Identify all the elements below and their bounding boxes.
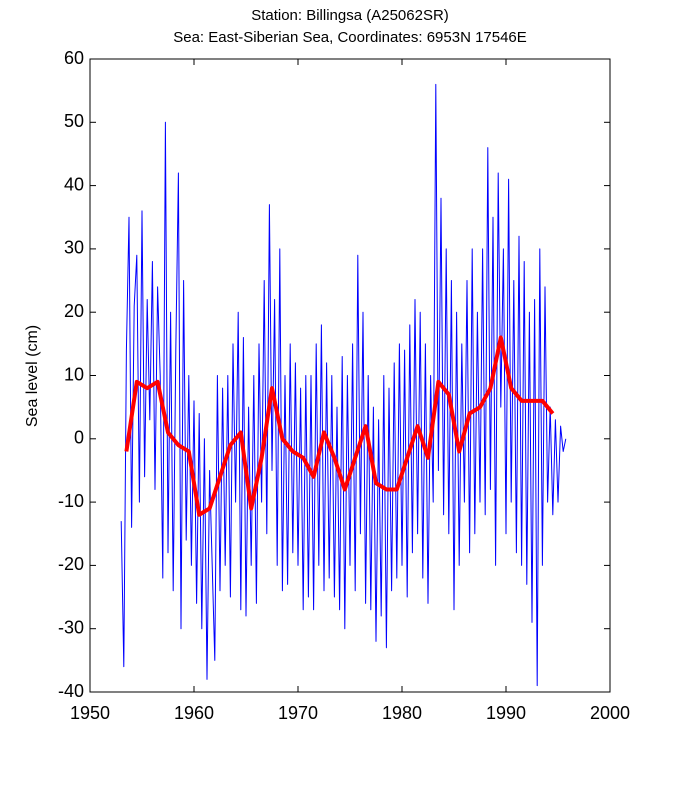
y-tick-label: 10 [64,364,84,384]
y-tick-label: -10 [58,491,84,511]
y-tick-label: 60 [64,48,84,68]
x-tick-label: 2000 [590,703,630,723]
data-line [124,335,555,517]
y-tick-label: -20 [58,554,84,574]
y-tick-label: -30 [58,617,84,637]
chart-subtitle: Sea: East-Siberian Sea, Coordinates: 695… [173,29,527,46]
y-tick-label: 30 [64,238,84,258]
y-tick-label: 40 [64,174,84,194]
y-tick-label: 0 [74,428,84,448]
x-tick-label: 1980 [382,703,422,723]
chart-title: Station: Billingsa (A25062SR) [251,7,449,24]
x-tick-label: 1990 [486,703,526,723]
x-tick-label: 1950 [70,703,110,723]
y-tick-label: -40 [58,681,84,701]
y-tick-label: 20 [64,301,84,321]
x-tick-label: 1970 [278,703,318,723]
x-tick-label: 1960 [174,703,214,723]
y-axis-label: Sea level (cm) [24,325,41,427]
data-line [120,83,567,687]
y-tick-label: 50 [64,111,84,131]
